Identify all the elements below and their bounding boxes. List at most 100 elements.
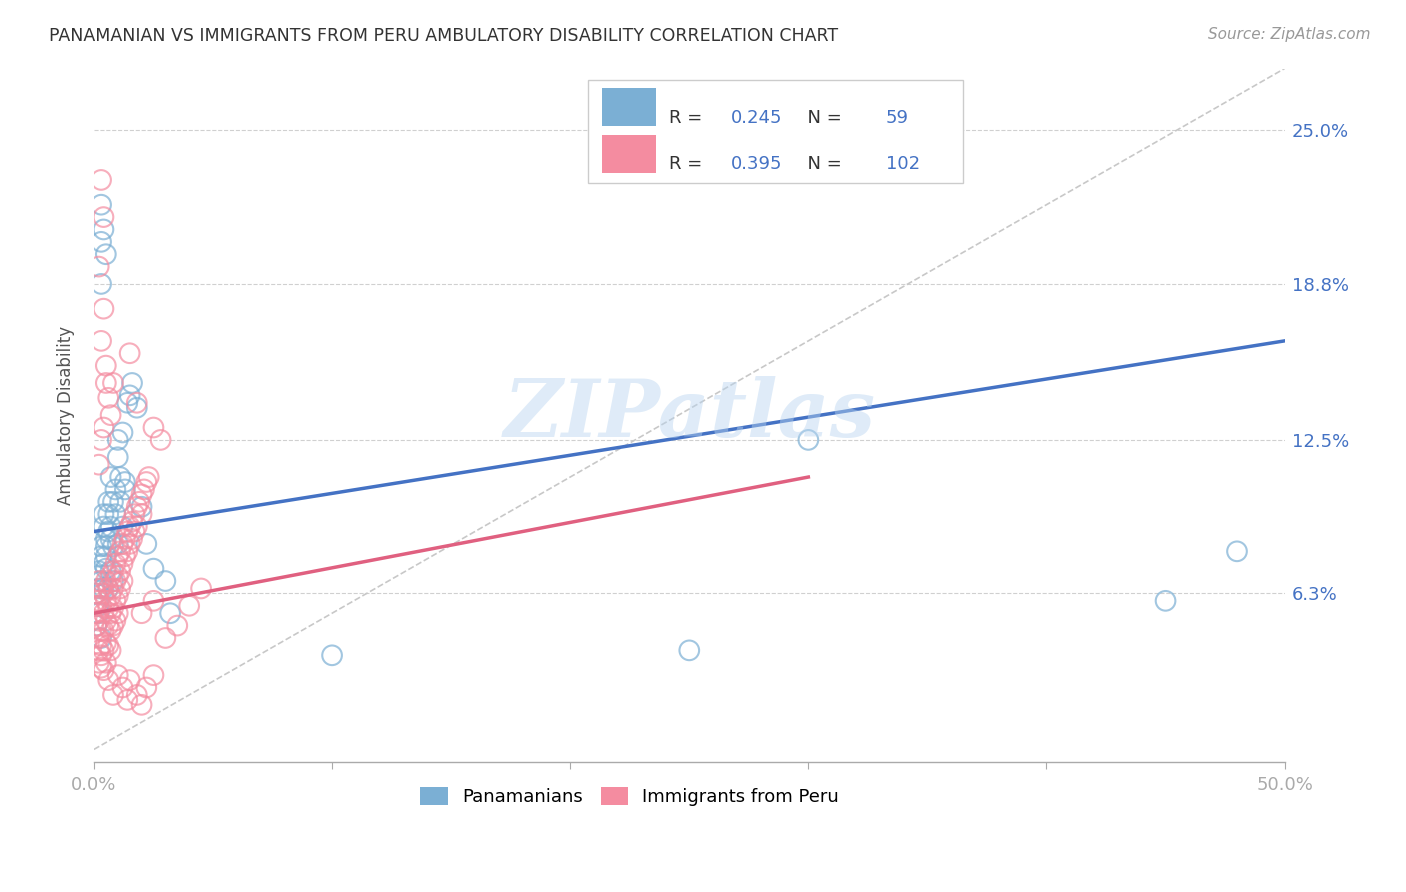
Legend: Panamanians, Immigrants from Peru: Panamanians, Immigrants from Peru [412,778,848,815]
Point [138,470,160,484]
Point [678,643,700,657]
Point [93,557,115,571]
Point [100,519,122,533]
Point [86,599,108,613]
Point [111,519,134,533]
Point [87,574,110,588]
Point [87,599,110,613]
Point [90,433,112,447]
Point [321,648,343,663]
Point [135,681,157,695]
Point [90,599,112,613]
Point [90,197,112,211]
Point [90,661,112,675]
FancyBboxPatch shape [588,80,963,183]
Point [94,540,117,554]
Text: PANAMANIAN VS IMMIGRANTS FROM PERU AMBULATORY DISABILITY CORRELATION CHART: PANAMANIAN VS IMMIGRANTS FROM PERU AMBUL… [49,27,838,45]
Point [131,487,153,501]
Point [93,222,115,236]
Point [93,301,115,316]
Y-axis label: Ambulatory Disability: Ambulatory Disability [58,326,75,505]
Point [90,334,112,348]
Point [155,574,177,588]
Point [100,624,122,638]
Point [142,594,165,608]
Point [107,569,129,583]
Point [90,235,112,249]
Point [107,589,129,603]
Point [132,483,155,497]
Point [118,346,141,360]
Text: 0.245: 0.245 [731,109,783,127]
Point [155,631,177,645]
Point [90,574,112,588]
Point [97,582,120,596]
Point [121,376,143,390]
Point [114,532,136,546]
Text: R =: R = [669,155,709,173]
Point [117,693,139,707]
Point [111,681,134,695]
Point [93,663,115,677]
Point [101,601,124,615]
Point [118,673,141,687]
Point [125,500,148,514]
Point [90,173,112,187]
Point [118,537,141,551]
Point [86,606,108,620]
Point [100,606,122,620]
Text: N =: N = [796,155,848,173]
Point [93,519,115,533]
Point [100,564,122,578]
Point [90,648,112,663]
Point [100,643,122,657]
Point [166,618,188,632]
Point [108,544,131,558]
Point [131,606,153,620]
Point [117,396,139,410]
Point [93,210,115,224]
Point [87,260,110,274]
Point [94,574,117,588]
Point [114,475,136,489]
Point [86,618,108,632]
Point [135,537,157,551]
Point [108,582,131,596]
Point [87,564,110,578]
Point [1226,544,1249,558]
Point [142,420,165,434]
Point [101,495,124,509]
Point [107,450,129,465]
Point [101,574,124,588]
Point [121,515,143,529]
Text: 59: 59 [886,109,908,127]
Point [179,599,201,613]
Point [104,483,127,497]
Point [118,388,141,402]
Point [94,247,117,261]
Point [87,656,110,670]
Point [94,549,117,564]
Point [86,586,108,600]
Point [94,376,117,390]
Text: 102: 102 [886,155,920,173]
Point [114,483,136,497]
Point [101,582,124,596]
Point [90,631,112,645]
Text: N =: N = [796,109,848,127]
Point [108,564,131,578]
Point [121,532,143,546]
Point [87,606,110,620]
Point [94,614,117,628]
Point [86,586,108,600]
Point [107,606,129,620]
Point [87,631,110,645]
Point [118,519,141,533]
Point [108,495,131,509]
Point [108,470,131,484]
Point [94,594,117,608]
Point [117,524,139,539]
Point [97,495,120,509]
Point [135,475,157,489]
Point [101,540,124,554]
